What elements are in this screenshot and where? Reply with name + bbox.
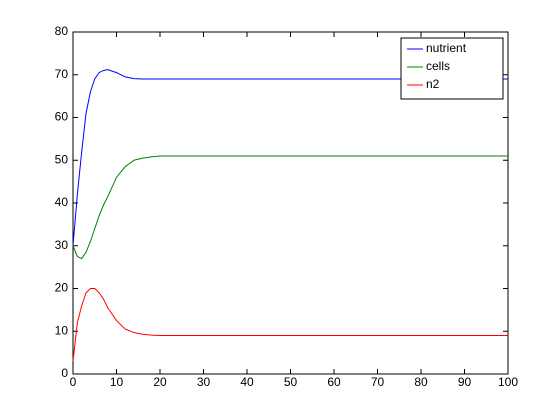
x-tick-label: 60 <box>327 375 341 389</box>
x-tick-label: 20 <box>153 375 167 389</box>
y-tick-label: 50 <box>55 152 69 166</box>
x-tick-label: 90 <box>458 375 472 389</box>
x-tick-label: 10 <box>110 375 124 389</box>
y-tick-label: 40 <box>55 195 69 209</box>
legend-label: cells <box>426 59 450 73</box>
legend-label: nutrient <box>426 41 467 55</box>
x-tick-label: 50 <box>284 375 298 389</box>
y-tick-label: 80 <box>55 24 69 38</box>
y-tick-label: 10 <box>55 323 69 337</box>
x-tick-label: 70 <box>371 375 385 389</box>
y-tick-label: 30 <box>55 238 69 252</box>
x-tick-label: 40 <box>240 375 254 389</box>
x-tick-label: 80 <box>414 375 428 389</box>
y-tick-label: 60 <box>55 110 69 124</box>
series-line <box>72 288 508 362</box>
series-line <box>72 155 508 260</box>
legend-box <box>400 37 504 100</box>
series-line <box>72 69 508 246</box>
y-tick-label: 70 <box>55 67 69 81</box>
x-tick-label: 0 <box>70 375 77 389</box>
y-tick-label: 0 <box>61 366 68 380</box>
x-tick-label: 30 <box>197 375 211 389</box>
y-tick-label: 20 <box>55 281 69 295</box>
x-tick-label: 100 <box>498 375 518 389</box>
legend-label: n2 <box>426 77 440 91</box>
